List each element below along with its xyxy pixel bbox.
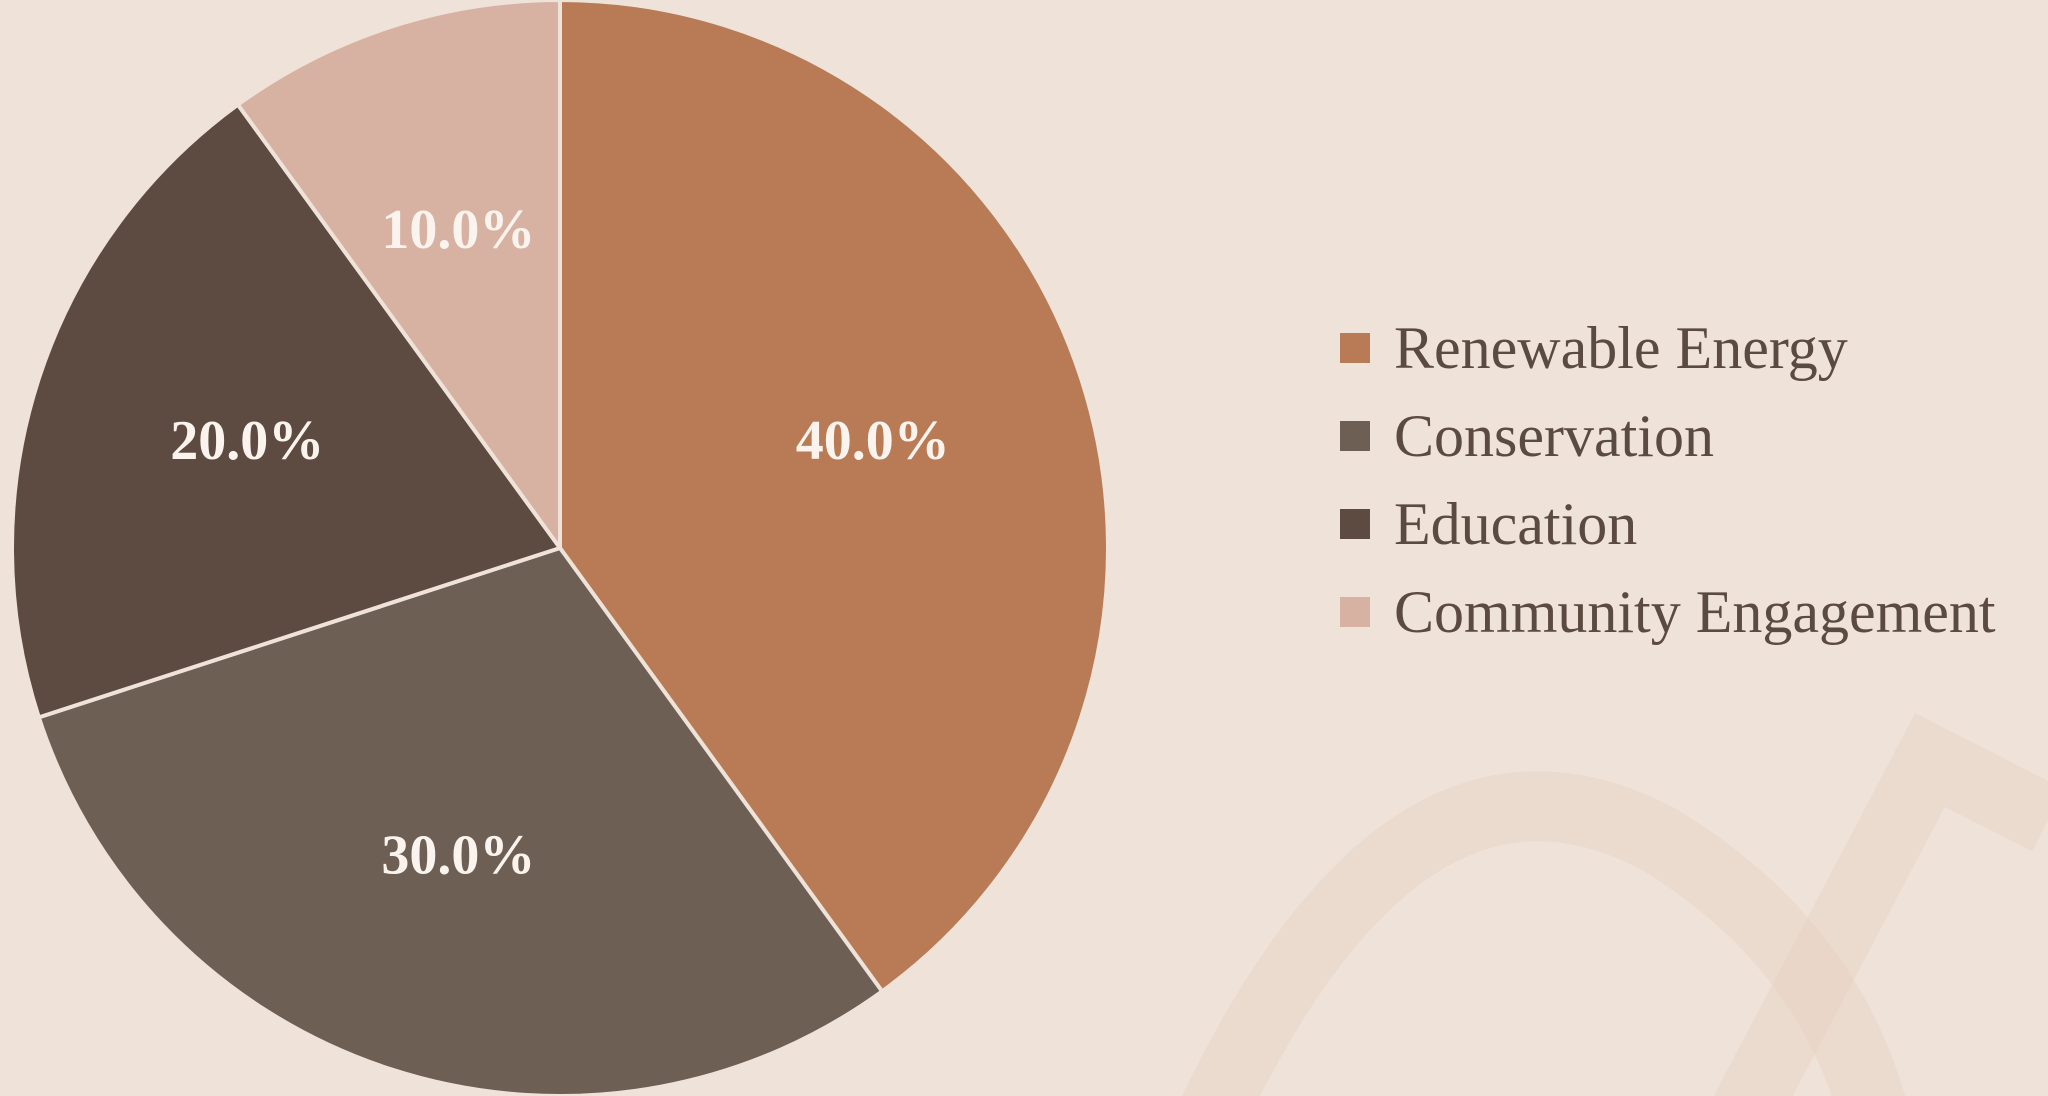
legend-swatch-community-engagement — [1340, 597, 1370, 627]
pie-slice-labels: 40.0% 30.0% 20.0% 10.0% — [170, 199, 949, 886]
legend-label-renewable-energy: Renewable Energy — [1394, 314, 1848, 381]
pie-slice-conservation[interactable] — [36, 545, 885, 1096]
pie-slice-community-engagement[interactable] — [235, 0, 562, 555]
slice-label-conservation: 30.0% — [381, 825, 535, 887]
legend-item-renewable-energy[interactable]: Renewable Energy — [1340, 304, 1996, 392]
legend-swatch-renewable-energy — [1340, 333, 1370, 363]
slice-label-renewable-energy: 40.0% — [796, 410, 950, 472]
legend-swatch-conservation — [1340, 421, 1370, 451]
legend-item-education[interactable]: Education — [1340, 480, 1996, 568]
legend-item-community-engagement[interactable]: Community Engagement — [1340, 568, 1996, 656]
watermark-graphic — [1181, 713, 2048, 1096]
legend-label-community-engagement: Community Engagement — [1394, 578, 1996, 645]
slice-label-education: 20.0% — [170, 410, 324, 472]
slice-label-community-engagement: 10.0% — [381, 199, 535, 261]
legend-label-education: Education — [1394, 490, 1638, 557]
pie-slice-education[interactable] — [10, 101, 564, 720]
pie-slice-renewable-energy[interactable] — [558, 0, 1110, 995]
chart-legend: Renewable Energy Conservation Education … — [1340, 304, 1996, 656]
pie-slices — [10, 0, 1110, 1096]
legend-swatch-education — [1340, 509, 1370, 539]
legend-item-conservation[interactable]: Conservation — [1340, 392, 1996, 480]
legend-label-conservation: Conservation — [1394, 402, 1714, 469]
